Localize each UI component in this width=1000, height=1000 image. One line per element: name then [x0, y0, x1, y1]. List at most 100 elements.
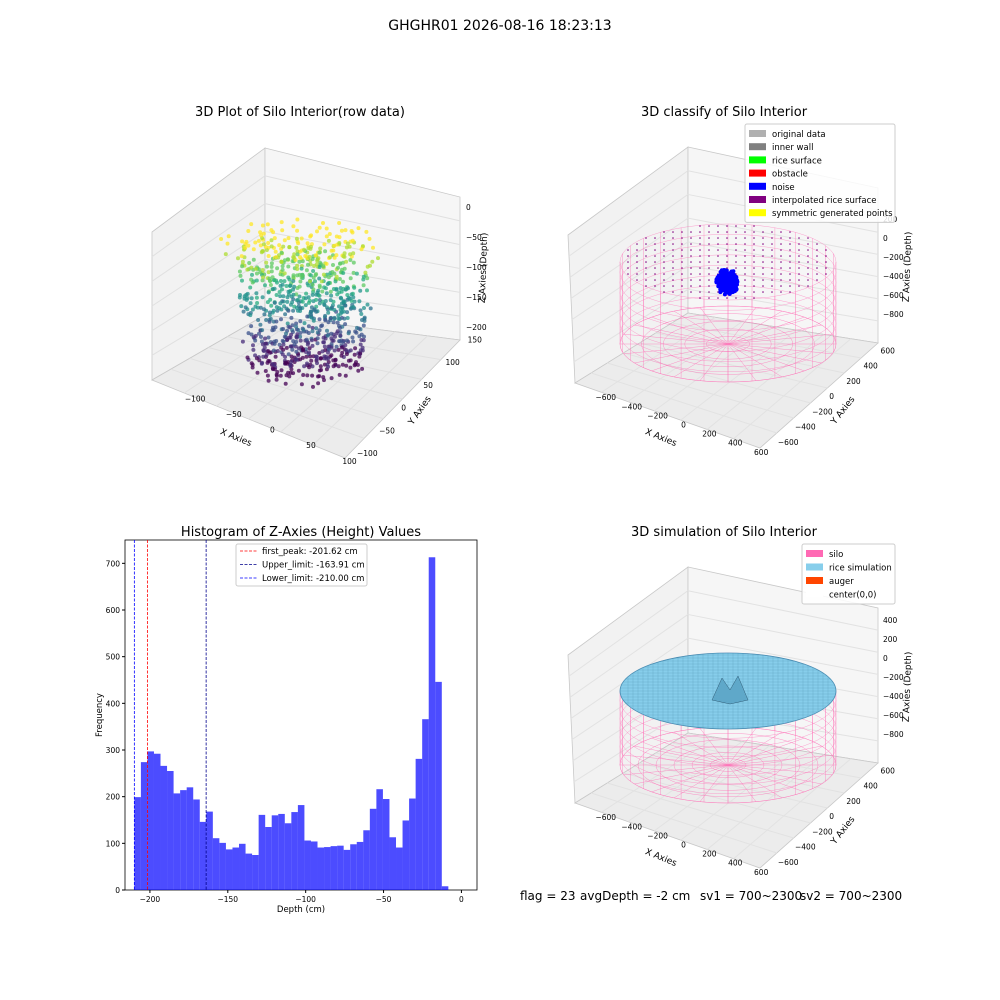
- scatter-point: [297, 294, 302, 299]
- scatter-point: [324, 291, 329, 296]
- scatter-point: [336, 316, 341, 321]
- scatter-point: [294, 349, 299, 354]
- scatter-point: [281, 244, 286, 249]
- interpolated-point: [816, 255, 818, 257]
- histogram-bar: [199, 821, 207, 890]
- scatter-point: [264, 318, 269, 322]
- scatter-point: [355, 325, 359, 330]
- z-tick-label: −800: [883, 730, 904, 739]
- scatter-point: [286, 292, 291, 297]
- pane-grid-line: [151, 175, 266, 258]
- scatter-point: [356, 226, 361, 231]
- scatter-point: [254, 291, 259, 296]
- scatter-point: [280, 287, 284, 292]
- scatter-point: [308, 273, 313, 278]
- histogram-bar: [441, 886, 449, 890]
- scatter-point: [306, 331, 311, 335]
- interpolated-point: [744, 285, 746, 287]
- scatter-point: [329, 331, 334, 336]
- y-tick-label: 0: [829, 392, 834, 401]
- interpolated-point: [816, 243, 818, 245]
- scatter-point: [344, 259, 349, 264]
- y-axis-label: Frequency: [95, 693, 105, 737]
- scatter-point: [326, 275, 331, 280]
- interpolated-point: [690, 279, 692, 281]
- scatter-point: [351, 339, 356, 344]
- scatter-point: [322, 378, 326, 383]
- z-tick-label: −200: [466, 323, 487, 332]
- scatter-point: [257, 331, 261, 336]
- scatter-point: [294, 357, 298, 361]
- scatter-point: [240, 339, 245, 344]
- scatter-point: [341, 254, 346, 259]
- silo-floor-spoke: [727, 764, 757, 802]
- scatter-point: [283, 381, 288, 386]
- scatter-point: [331, 364, 336, 369]
- interpolated-point: [807, 285, 809, 287]
- interpolated-point: [645, 267, 647, 269]
- interpolated-point: [663, 273, 665, 275]
- interpolated-point: [708, 285, 710, 287]
- noise-point: [722, 292, 727, 297]
- scatter-point: [350, 238, 355, 243]
- interpolated-point: [672, 279, 674, 281]
- scatter-point: [289, 354, 294, 359]
- scatter-point: [331, 320, 336, 325]
- scatter-point: [258, 305, 263, 310]
- scatter-point: [322, 354, 327, 359]
- interpolated-point: [699, 273, 701, 275]
- interpolated-point: [717, 249, 719, 251]
- silo-floor-spoke: [651, 737, 729, 766]
- scatter-point: [268, 297, 273, 302]
- legend-label: noise: [772, 183, 795, 193]
- scatter-point: [298, 330, 303, 335]
- x-tick-label: 400: [728, 439, 743, 448]
- interpolated-point: [726, 267, 728, 269]
- z-tick-label: 200: [883, 635, 898, 644]
- interpolated-point: [681, 267, 683, 269]
- x-tick-label: 0: [681, 421, 686, 430]
- x-tick-label: −400: [621, 822, 642, 831]
- silo-floor-spoke: [727, 324, 822, 345]
- scatter-point: [239, 304, 244, 309]
- scatter-point: [324, 226, 329, 231]
- scatter-point: [339, 228, 344, 233]
- interpolated-point: [816, 279, 818, 281]
- scatter-point: [278, 301, 283, 306]
- scatter-point: [283, 312, 288, 317]
- legend-label: original data: [772, 130, 826, 140]
- interpolated-point: [735, 249, 737, 251]
- interpolated-point: [762, 267, 764, 269]
- scatter-point: [315, 229, 319, 234]
- scatter-point: [321, 375, 326, 380]
- interpolated-point: [780, 279, 782, 281]
- scatter-point: [328, 316, 333, 321]
- interpolated-point: [645, 285, 647, 287]
- scatter-point: [291, 297, 296, 302]
- scatter-point: [264, 352, 269, 357]
- z-tick-label: −200: [883, 253, 904, 262]
- noise-point: [724, 288, 729, 293]
- histogram-bar: [415, 758, 423, 890]
- scatter-point: [334, 253, 339, 258]
- interpolated-point: [753, 249, 755, 251]
- scatter-point: [337, 372, 342, 377]
- scatter-point: [240, 264, 245, 269]
- interpolated-point: [771, 249, 773, 251]
- interpolated-point: [708, 237, 710, 239]
- interpolated-point: [699, 297, 701, 299]
- z-tick-label: −50: [466, 233, 482, 242]
- histogram-bar: [324, 847, 331, 890]
- interpolated-point: [717, 261, 719, 263]
- scatter-point: [315, 336, 320, 341]
- scatter-point: [338, 261, 342, 266]
- interpolated-point: [699, 261, 701, 263]
- scatter-point: [317, 298, 322, 302]
- z-tick-label: 400: [883, 616, 898, 625]
- interpolated-point: [798, 255, 800, 257]
- scatter-point: [314, 357, 319, 362]
- scatter-point: [311, 318, 316, 323]
- scatter-point: [301, 373, 306, 377]
- scatter-point: [291, 339, 296, 344]
- scatter-point: [357, 299, 362, 304]
